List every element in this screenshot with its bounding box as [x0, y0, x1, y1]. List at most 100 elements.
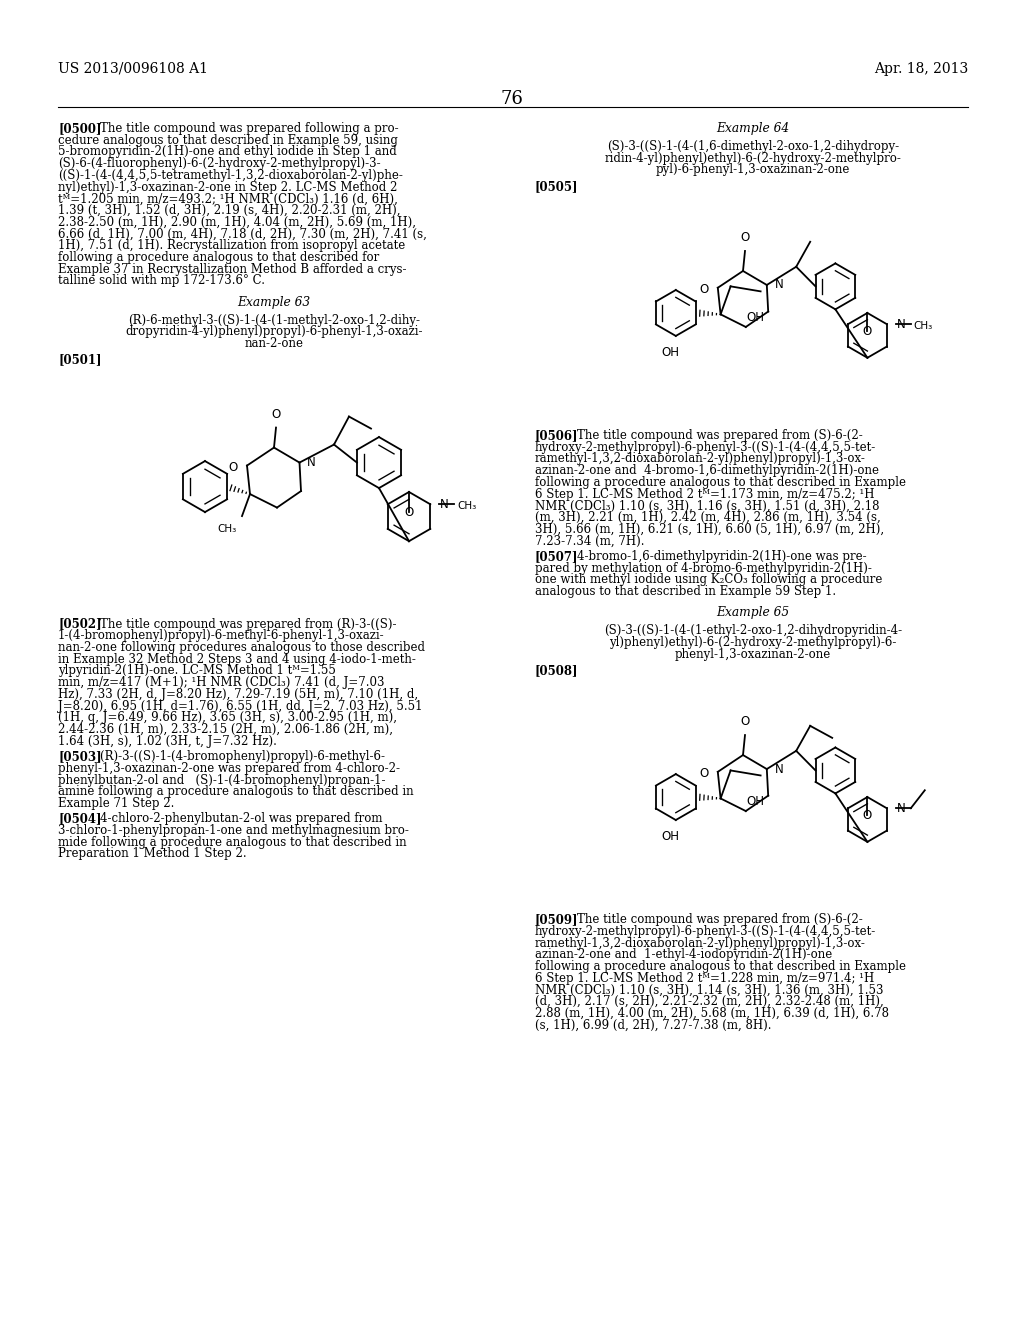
Text: 1H), 7.51 (d, 1H). Recrystallization from isopropyl acetate: 1H), 7.51 (d, 1H). Recrystallization fro… [58, 239, 406, 252]
Text: N: N [440, 498, 450, 511]
Text: [0507]: [0507] [535, 550, 579, 562]
Text: tᴹ=1.205 min, m/z=493.2; ¹H NMR (CDCl₃) 1.16 (d, 6H),: tᴹ=1.205 min, m/z=493.2; ¹H NMR (CDCl₃) … [58, 193, 398, 206]
Text: nan-2-one: nan-2-one [245, 337, 303, 350]
Text: 3-chloro-1-phenylpropan-1-one and methylmagnesium bro-: 3-chloro-1-phenylpropan-1-one and methyl… [58, 824, 409, 837]
Text: phenyl-1,3-oxazinan-2-one: phenyl-1,3-oxazinan-2-one [675, 648, 831, 660]
Text: one with methyl iodide using K₂CO₃ following a procedure: one with methyl iodide using K₂CO₃ follo… [535, 573, 883, 586]
Text: OH: OH [746, 312, 765, 325]
Text: ramethyl-1,3,2-dioxaborolan-2-yl)phenyl)propyl)-1,3-ox-: ramethyl-1,3,2-dioxaborolan-2-yl)phenyl)… [535, 453, 866, 466]
Text: The title compound was prepared from (S)-6-(2-: The title compound was prepared from (S)… [562, 913, 863, 927]
Text: The title compound was prepared following a pro-: The title compound was prepared followin… [85, 121, 399, 135]
Text: O: O [863, 809, 872, 822]
Text: 2.44-2.36 (1H, m), 2.33-2.15 (2H, m), 2.06-1.86 (2H, m),: 2.44-2.36 (1H, m), 2.33-2.15 (2H, m), 2.… [58, 723, 393, 737]
Text: 6.66 (d, 1H), 7.00 (m, 4H), 7.18 (d, 2H), 7.30 (m, 2H), 7.41 (s,: 6.66 (d, 1H), 7.00 (m, 4H), 7.18 (d, 2H)… [58, 227, 427, 240]
Text: OH: OH [662, 830, 680, 843]
Text: ridin-4-yl)phenyl)ethyl)-6-(2-hydroxy-2-methylpro-: ridin-4-yl)phenyl)ethyl)-6-(2-hydroxy-2-… [604, 152, 901, 165]
Text: [0509]: [0509] [535, 913, 579, 927]
Text: [0503]: [0503] [58, 750, 101, 763]
Text: J=8.20), 6.95 (1H, d=1.76), 6.55 (1H, dd, J=2, 7.03 Hz), 5.51: J=8.20), 6.95 (1H, d=1.76), 6.55 (1H, dd… [58, 700, 423, 713]
Text: [0500]: [0500] [58, 121, 101, 135]
Text: (R)-3-((S)-1-(4-bromophenyl)propyl)-6-methyl-6-: (R)-3-((S)-1-(4-bromophenyl)propyl)-6-me… [85, 750, 385, 763]
Text: talline solid with mp 172-173.6° C.: talline solid with mp 172-173.6° C. [58, 275, 265, 288]
Text: (R)-6-methyl-3-((S)-1-(4-(1-methyl-2-oxo-1,2-dihy-: (R)-6-methyl-3-((S)-1-(4-(1-methyl-2-oxo… [128, 314, 420, 326]
Text: (S)-3-((S)-1-(4-(1-ethyl-2-oxo-1,2-dihydropyridin-4-: (S)-3-((S)-1-(4-(1-ethyl-2-oxo-1,2-dihyd… [604, 624, 902, 638]
Text: [0505]: [0505] [535, 180, 579, 193]
Text: O: O [404, 506, 414, 519]
Text: nyl)ethyl)-1,3-oxazinan-2-one in Step 2. LC-MS Method 2: nyl)ethyl)-1,3-oxazinan-2-one in Step 2.… [58, 181, 397, 194]
Text: cedure analogous to that described in Example 59, using: cedure analogous to that described in Ex… [58, 133, 398, 147]
Text: CH₃: CH₃ [913, 321, 933, 331]
Text: 4-bromo-1,6-dimethylpyridin-2(1H)-one was pre-: 4-bromo-1,6-dimethylpyridin-2(1H)-one wa… [562, 550, 867, 562]
Text: pared by methylation of 4-bromo-6-methylpyridin-2(1H)-: pared by methylation of 4-bromo-6-methyl… [535, 561, 871, 574]
Text: 1-(4-bromophenyl)propyl)-6-methyl-6-phenyl-1,3-oxazi-: 1-(4-bromophenyl)propyl)-6-methyl-6-phen… [58, 630, 385, 643]
Text: N: N [897, 318, 905, 331]
Text: Example 65: Example 65 [717, 606, 790, 619]
Text: The title compound was prepared from (S)-6-(2-: The title compound was prepared from (S)… [562, 429, 863, 442]
Text: O: O [271, 408, 281, 421]
Text: hydroxy-2-methylpropyl)-6-phenyl-3-((S)-1-(4-(4,4,5,5-tet-: hydroxy-2-methylpropyl)-6-phenyl-3-((S)-… [535, 441, 877, 454]
Text: 1.64 (3H, s), 1.02 (3H, t, J=7.32 Hz).: 1.64 (3H, s), 1.02 (3H, t, J=7.32 Hz). [58, 735, 276, 748]
Text: NMR (CDCl₃) 1.10 (s, 3H), 1.14 (s, 3H), 1.36 (m, 3H), 1.53: NMR (CDCl₃) 1.10 (s, 3H), 1.14 (s, 3H), … [535, 983, 884, 997]
Text: [0506]: [0506] [535, 429, 579, 442]
Text: (1H, q, J=6.49, 9.66 Hz), 3.65 (3H, s), 3.00-2.95 (1H, m),: (1H, q, J=6.49, 9.66 Hz), 3.65 (3H, s), … [58, 711, 397, 725]
Text: 2.38-2.50 (m, 1H), 2.90 (m, 1H), 4.04 (m, 2H), 5.69 (m, 1H),: 2.38-2.50 (m, 1H), 2.90 (m, 1H), 4.04 (m… [58, 216, 416, 228]
Text: in Example 32 Method 2 Steps 3 and 4 using 4-iodo-1-meth-: in Example 32 Method 2 Steps 3 and 4 usi… [58, 653, 416, 665]
Text: CH₃: CH₃ [458, 502, 476, 511]
Text: 6 Step 1. LC-MS Method 2 tᴹ=1.228 min, m/z=971.4; ¹H: 6 Step 1. LC-MS Method 2 tᴹ=1.228 min, m… [535, 972, 874, 985]
Text: US 2013/0096108 A1: US 2013/0096108 A1 [58, 62, 208, 77]
Text: following a procedure analogous to that described in Example: following a procedure analogous to that … [535, 477, 906, 488]
Text: (d, 3H), 2.17 (s, 2H), 2.21-2.32 (m, 2H), 2.32-2.48 (m, 1H),: (d, 3H), 2.17 (s, 2H), 2.21-2.32 (m, 2H)… [535, 995, 884, 1008]
Text: O: O [740, 715, 750, 729]
Text: Hz), 7.33 (2H, d, J=8.20 Hz), 7.29-7.19 (5H, m), 7.10 (1H, d,: Hz), 7.33 (2H, d, J=8.20 Hz), 7.29-7.19 … [58, 688, 418, 701]
Text: 5-bromopyridin-2(1H)-one and ethyl iodide in Step 1 and: 5-bromopyridin-2(1H)-one and ethyl iodid… [58, 145, 396, 158]
Text: 7.23-7.34 (m, 7H).: 7.23-7.34 (m, 7H). [535, 535, 644, 548]
Text: N: N [774, 279, 783, 292]
Text: [0504]: [0504] [58, 812, 101, 825]
Text: (m, 3H), 2.21 (m, 1H), 2.42 (m, 4H), 2.86 (m, 1H), 3.54 (s,: (m, 3H), 2.21 (m, 1H), 2.42 (m, 4H), 2.8… [535, 511, 881, 524]
Text: min, m/z=417 (M+1); ¹H NMR (CDCl₃) 7.41 (d, J=7.03: min, m/z=417 (M+1); ¹H NMR (CDCl₃) 7.41 … [58, 676, 384, 689]
Text: [0502]: [0502] [58, 618, 101, 631]
Text: following a procedure analogous to that described for: following a procedure analogous to that … [58, 251, 379, 264]
Text: The title compound was prepared from (R)-3-((S)-: The title compound was prepared from (R)… [85, 618, 396, 631]
Text: pyl)-6-phenyl-1,3-oxazinan-2-one: pyl)-6-phenyl-1,3-oxazinan-2-one [655, 164, 850, 177]
Text: phenylbutan-2-ol and   (S)-1-(4-bromophenyl)propan-1-: phenylbutan-2-ol and (S)-1-(4-bromopheny… [58, 774, 385, 787]
Text: O: O [228, 461, 238, 474]
Text: NMR (CDCl₃) 1.10 (s, 3H), 1.16 (s, 3H), 1.51 (d, 3H), 2.18: NMR (CDCl₃) 1.10 (s, 3H), 1.16 (s, 3H), … [535, 499, 880, 512]
Text: mide following a procedure analogous to that described in: mide following a procedure analogous to … [58, 836, 407, 849]
Text: 76: 76 [501, 90, 523, 108]
Text: 6 Step 1. LC-MS Method 2 tᴹ=1.173 min, m/z=475.2; ¹H: 6 Step 1. LC-MS Method 2 tᴹ=1.173 min, m… [535, 487, 874, 500]
Text: ((S)-1-(4-(4,4,5,5-tetramethyl-1,3,2-dioxaborolan-2-yl)phe-: ((S)-1-(4-(4,4,5,5-tetramethyl-1,3,2-dio… [58, 169, 402, 182]
Text: dropyridin-4-yl)phenyl)propyl)-6-phenyl-1,3-oxazi-: dropyridin-4-yl)phenyl)propyl)-6-phenyl-… [125, 325, 423, 338]
Text: [0508]: [0508] [535, 664, 579, 677]
Text: N: N [897, 801, 905, 814]
Text: O: O [740, 231, 750, 244]
Text: 3H), 5.66 (m, 1H), 6.21 (s, 1H), 6.60 (5, 1H), 6.97 (m, 2H),: 3H), 5.66 (m, 1H), 6.21 (s, 1H), 6.60 (5… [535, 523, 884, 536]
Text: yl)phenyl)ethyl)-6-(2-hydroxy-2-methylpropyl)-6-: yl)phenyl)ethyl)-6-(2-hydroxy-2-methylpr… [609, 636, 897, 649]
Text: (S)-6-(4-fluorophenyl)-6-(2-hydroxy-2-methylpropyl)-3-: (S)-6-(4-fluorophenyl)-6-(2-hydroxy-2-me… [58, 157, 381, 170]
Text: azinan-2-one and  1-ethyl-4-iodopyridin-2(1H)-one: azinan-2-one and 1-ethyl-4-iodopyridin-2… [535, 948, 833, 961]
Text: OH: OH [662, 346, 680, 359]
Text: Example 37 in Recrystallization Method B afforded a crys-: Example 37 in Recrystallization Method B… [58, 263, 407, 276]
Text: ylpyridin-2(1H)-one. LC-MS Method 1 tᴹ=1.55: ylpyridin-2(1H)-one. LC-MS Method 1 tᴹ=1… [58, 664, 336, 677]
Text: hydroxy-2-methylpropyl)-6-phenyl-3-((S)-1-(4-(4,4,5,5-tet-: hydroxy-2-methylpropyl)-6-phenyl-3-((S)-… [535, 925, 877, 937]
Text: O: O [863, 325, 872, 338]
Text: Example 63: Example 63 [238, 296, 310, 309]
Text: analogous to that described in Example 59 Step 1.: analogous to that described in Example 5… [535, 585, 837, 598]
Text: 2.88 (m, 1H), 4.00 (m, 2H), 5.68 (m, 1H), 6.39 (d, 1H), 6.78: 2.88 (m, 1H), 4.00 (m, 2H), 5.68 (m, 1H)… [535, 1007, 889, 1020]
Text: [0501]: [0501] [58, 354, 101, 367]
Text: O: O [699, 284, 709, 296]
Text: N: N [774, 763, 783, 776]
Text: 4-chloro-2-phenylbutan-2-ol was prepared from: 4-chloro-2-phenylbutan-2-ol was prepared… [85, 812, 383, 825]
Text: Example 71 Step 2.: Example 71 Step 2. [58, 797, 174, 810]
Text: (S)-3-((S)-1-(4-(1,6-dimethyl-2-oxo-1,2-dihydropy-: (S)-3-((S)-1-(4-(1,6-dimethyl-2-oxo-1,2-… [607, 140, 899, 153]
Text: nan-2-one following procedures analogous to those described: nan-2-one following procedures analogous… [58, 642, 425, 653]
Text: phenyl-1,3-oxazinan-2-one was prepared from 4-chloro-2-: phenyl-1,3-oxazinan-2-one was prepared f… [58, 762, 400, 775]
Text: 1.39 (t, 3H), 1.52 (d, 3H), 2.19 (s, 4H), 2.20-2.31 (m, 2H),: 1.39 (t, 3H), 1.52 (d, 3H), 2.19 (s, 4H)… [58, 205, 400, 216]
Text: N: N [307, 457, 315, 469]
Text: Example 64: Example 64 [717, 121, 790, 135]
Text: CH₃: CH₃ [218, 524, 237, 535]
Text: O: O [699, 767, 709, 780]
Text: amine following a procedure analogous to that described in: amine following a procedure analogous to… [58, 785, 414, 799]
Text: azinan-2-one and  4-bromo-1,6-dimethylpyridin-2(1H)-one: azinan-2-one and 4-bromo-1,6-dimethylpyr… [535, 465, 879, 477]
Text: Preparation 1 Method 1 Step 2.: Preparation 1 Method 1 Step 2. [58, 847, 247, 861]
